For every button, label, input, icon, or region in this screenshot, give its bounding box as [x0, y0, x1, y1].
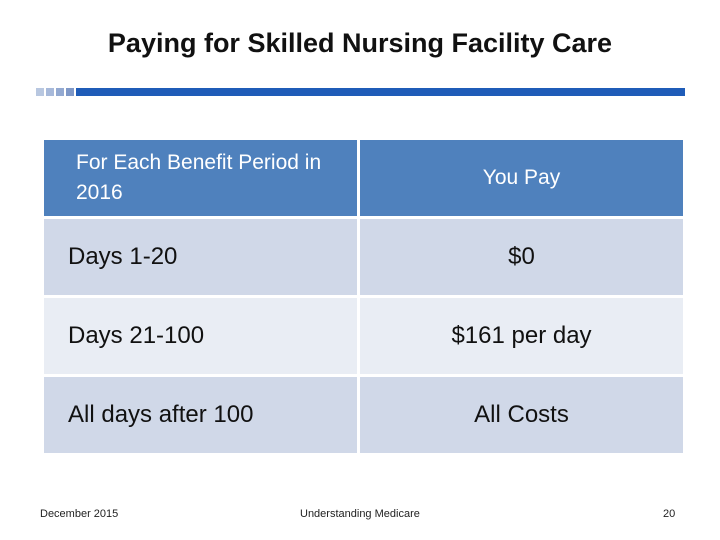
rule-square [36, 88, 44, 96]
footer-title: Understanding Medicare [300, 508, 420, 520]
title-rule-line [76, 88, 685, 96]
slide-title: Paying for Skilled Nursing Facility Care [107, 28, 613, 58]
pay-cell: $161 per day [357, 295, 686, 377]
page-number: 20 [663, 508, 676, 520]
rule-square [66, 88, 74, 96]
period-cell: Days 1-20 [41, 216, 360, 298]
pay-cell: All Costs [357, 374, 686, 456]
table-row: Days 1-20 $0 [41, 216, 686, 298]
period-cell: All days after 100 [41, 374, 360, 456]
title-rule-squares [36, 88, 76, 96]
header-benefit-period: For Each Benefit Period in 2016 [41, 137, 360, 219]
table-row: All days after 100 All Costs [41, 374, 686, 456]
rule-square [56, 88, 64, 96]
table-header-row: For Each Benefit Period in 2016 You Pay [41, 137, 686, 219]
footer-date: December 2015 [40, 508, 119, 520]
table-row: Days 21-100 $161 per day [41, 295, 686, 377]
pay-cell: $0 [357, 216, 686, 298]
period-cell: Days 21-100 [41, 295, 360, 377]
rule-square [46, 88, 54, 96]
cost-table: For Each Benefit Period in 2016 You Pay … [41, 137, 686, 456]
header-you-pay: You Pay [357, 137, 686, 219]
